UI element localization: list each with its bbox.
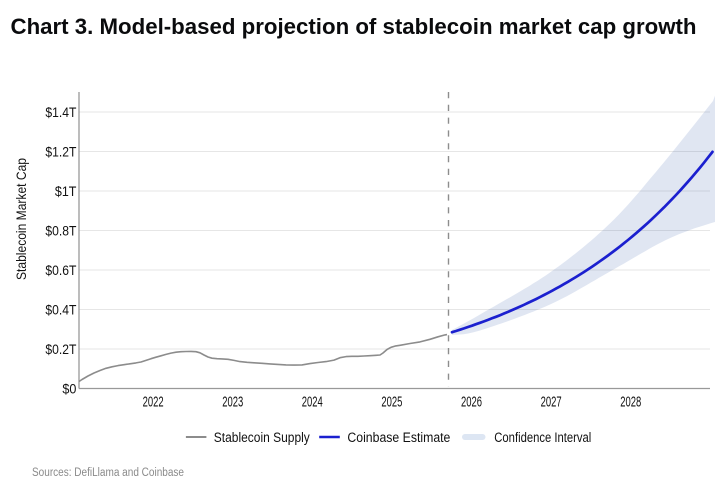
svg-text:2026: 2026 xyxy=(461,395,482,411)
svg-text:2028: 2028 xyxy=(620,395,641,411)
svg-text:$1.4T: $1.4T xyxy=(45,104,76,120)
svg-text:Stablecoin Market Cap: Stablecoin Market Cap xyxy=(13,158,29,280)
svg-text:Sources: DefiLlama and Coinbas: Sources: DefiLlama and Coinbase xyxy=(32,467,184,479)
svg-text:2022: 2022 xyxy=(143,395,164,411)
svg-text:Coinbase Estimate: Coinbase Estimate xyxy=(347,430,450,445)
svg-text:$0.8T: $0.8T xyxy=(45,223,76,239)
svg-text:2025: 2025 xyxy=(381,395,402,411)
svg-text:2024: 2024 xyxy=(302,395,323,411)
svg-text:$0.4T: $0.4T xyxy=(45,302,76,318)
svg-text:$0: $0 xyxy=(62,381,76,397)
svg-text:$1T: $1T xyxy=(55,183,77,199)
svg-text:$0.6T: $0.6T xyxy=(45,262,76,278)
svg-text:Stablecoin Supply: Stablecoin Supply xyxy=(214,430,310,445)
svg-text:$1.2T: $1.2T xyxy=(45,144,76,160)
svg-text:$0.2T: $0.2T xyxy=(45,341,76,357)
svg-text:Confidence Interval: Confidence Interval xyxy=(494,430,591,445)
svg-text:2023: 2023 xyxy=(222,395,243,411)
svg-text:2027: 2027 xyxy=(541,395,562,411)
svg-text:Chart 3. Model-based projectio: Chart 3. Model-based projection of stabl… xyxy=(11,14,697,39)
